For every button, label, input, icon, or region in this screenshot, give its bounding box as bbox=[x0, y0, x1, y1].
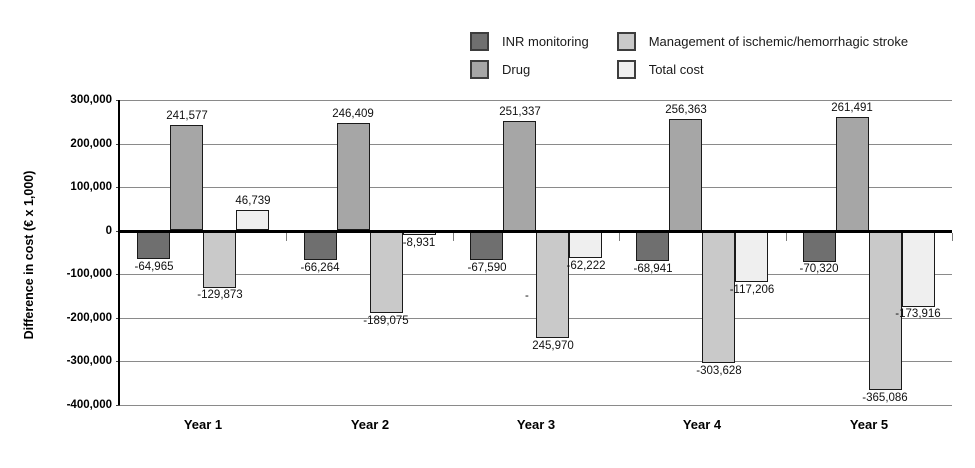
x-axis-zero-line bbox=[120, 230, 952, 233]
bar-inr-monitoring bbox=[304, 231, 337, 260]
y-tick-label: -100,000 bbox=[66, 268, 112, 280]
category-boundary-tick bbox=[952, 233, 953, 241]
category-boundary-tick bbox=[786, 233, 787, 241]
bar-management-of-ischemic-hemorrhagic-stroke bbox=[702, 231, 735, 363]
bar-drug bbox=[836, 117, 869, 231]
bar-total-cost bbox=[902, 231, 935, 307]
bar-value-label: -62,222 bbox=[566, 260, 606, 272]
bar-management-of-ischemic-hemorrhagic-stroke bbox=[203, 231, 236, 288]
bar-value-label: -68,941 bbox=[633, 263, 673, 275]
bar-value-label: -66,264 bbox=[300, 262, 340, 274]
y-tick-label: 300,000 bbox=[70, 94, 112, 106]
bar-value-label: -70,320 bbox=[799, 263, 839, 275]
y-axis-tick bbox=[116, 405, 120, 406]
bar-total-cost bbox=[236, 210, 269, 230]
legend-swatch-icon bbox=[616, 60, 636, 79]
y-tick-label: -400,000 bbox=[66, 399, 112, 411]
legend-item: Total cost bbox=[616, 60, 908, 79]
x-tick-label: Year 3 bbox=[516, 417, 556, 432]
bar-inr-monitoring bbox=[636, 231, 669, 261]
legend-label: Total cost bbox=[648, 62, 704, 77]
bar-inr-monitoring bbox=[137, 231, 170, 259]
y-tick-label: 0 bbox=[105, 225, 112, 237]
legend: INR monitoring Drug Management of ischemic… bbox=[470, 32, 908, 79]
legend-swatch-icon bbox=[470, 60, 489, 79]
bar-inr-monitoring bbox=[803, 231, 836, 262]
x-tick-label: Year 4 bbox=[682, 417, 722, 432]
legend-item: Drug bbox=[470, 60, 589, 79]
bar-value-label: 261,491 bbox=[831, 102, 873, 114]
bar-value-label: 46,739 bbox=[235, 195, 271, 207]
bar-management-of-ischemic-hemorrhagic-stroke bbox=[869, 231, 902, 390]
bar-total-cost bbox=[735, 231, 768, 282]
bar-value-label: 241,577 bbox=[166, 110, 208, 122]
bar-drug bbox=[503, 121, 536, 231]
y-tick-label: 100,000 bbox=[70, 181, 112, 193]
gridline bbox=[120, 187, 952, 188]
y-tick-label: -200,000 bbox=[66, 312, 112, 324]
x-tick-label: Year 5 bbox=[849, 417, 889, 432]
legend-item: Management of ischemic/hemorrhagic strok… bbox=[616, 32, 909, 51]
gridline bbox=[120, 361, 952, 362]
bar-value-label: -303,628 bbox=[696, 365, 742, 377]
gridline bbox=[120, 100, 952, 101]
bar-management-of-ischemic-hemorrhagic-stroke bbox=[536, 231, 569, 338]
bar-management-of-ischemic-hemorrhagic-stroke bbox=[370, 231, 403, 313]
bar-value-label: -365,086 bbox=[862, 392, 908, 404]
x-tick-label: Year 2 bbox=[350, 417, 390, 432]
legend-swatch-icon bbox=[616, 32, 636, 51]
y-axis-line bbox=[118, 100, 120, 405]
bar-value-label: -117,206 bbox=[729, 284, 775, 296]
bar-total-cost bbox=[569, 231, 602, 258]
legend-label: Drug bbox=[502, 62, 531, 77]
gridline bbox=[120, 144, 952, 145]
x-tick-label: Year 1 bbox=[183, 417, 223, 432]
bar-value-label: -173,916 bbox=[895, 308, 941, 320]
y-tick-label: 200,000 bbox=[70, 138, 112, 150]
legend-label: Management of ischemic/hemorrhagic strok… bbox=[648, 34, 909, 49]
bar-value-label: -67,590 bbox=[467, 262, 507, 274]
legend-swatch-icon bbox=[470, 32, 489, 51]
bar-inr-monitoring bbox=[470, 231, 503, 260]
bar-value-label: 256,363 bbox=[665, 104, 707, 116]
category-boundary-tick bbox=[286, 233, 287, 241]
bar-drug bbox=[170, 125, 203, 230]
bar-value-label: -64,965 bbox=[134, 261, 174, 273]
category-boundary-tick bbox=[453, 233, 454, 241]
y-tick-label: -300,000 bbox=[66, 355, 112, 367]
bar-value-label: 251,337 bbox=[499, 106, 541, 118]
gridline bbox=[120, 405, 952, 406]
bar-value-label: 246,409 bbox=[332, 108, 374, 120]
category-boundary-tick bbox=[619, 233, 620, 241]
bar-drug bbox=[669, 119, 702, 231]
bar-label-fragment: - bbox=[525, 290, 529, 302]
bar-value-label: 245,970 bbox=[532, 340, 574, 352]
legend-item: INR monitoring bbox=[470, 32, 589, 51]
bar-value-label: -189,075 bbox=[363, 315, 409, 327]
bar-drug bbox=[337, 123, 370, 230]
bar-value-label: -8,931 bbox=[402, 237, 436, 249]
legend-label: INR monitoring bbox=[502, 34, 589, 49]
bar-value-label: -129,873 bbox=[197, 289, 243, 301]
